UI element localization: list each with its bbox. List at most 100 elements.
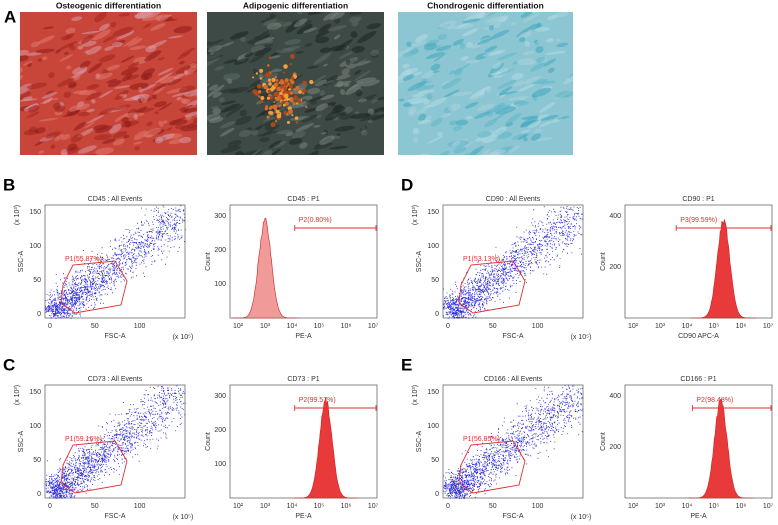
plot-title: CD166 : All Events xyxy=(484,376,543,383)
texture xyxy=(227,78,233,84)
texture xyxy=(439,20,457,29)
plot-title: CD90 : All Events xyxy=(486,196,541,203)
texture xyxy=(152,86,165,96)
histogram-shape xyxy=(691,218,756,319)
texture xyxy=(26,82,48,90)
texture xyxy=(350,113,372,119)
texture xyxy=(437,160,450,171)
texture xyxy=(518,83,536,92)
texture xyxy=(519,36,526,43)
texture xyxy=(319,135,335,145)
lipid-droplet xyxy=(271,77,276,82)
x-tick-label: 50 xyxy=(489,323,497,330)
texture xyxy=(497,79,517,90)
texture xyxy=(234,57,249,65)
texture xyxy=(269,174,287,188)
texture xyxy=(512,61,518,65)
texture xyxy=(534,42,539,46)
texture xyxy=(301,114,318,123)
texture xyxy=(133,141,143,145)
texture xyxy=(523,13,541,23)
texture xyxy=(464,102,479,109)
lipid-droplet xyxy=(273,101,276,104)
texture xyxy=(150,23,166,31)
texture xyxy=(323,80,335,85)
texture xyxy=(535,56,546,64)
y-axis-label: SSC-A xyxy=(416,430,423,452)
texture xyxy=(209,116,224,124)
lipid-droplet xyxy=(293,88,297,91)
y-tick-label: 0 xyxy=(435,491,439,498)
lipid-droplet xyxy=(268,56,272,60)
texture xyxy=(155,14,169,22)
lipid-droplet xyxy=(275,96,280,102)
texture xyxy=(307,87,321,95)
texture xyxy=(384,121,399,128)
texture xyxy=(168,35,183,39)
plot-title: CD73 : All Events xyxy=(88,376,143,383)
texture xyxy=(431,170,443,180)
texture xyxy=(106,78,117,84)
y-tick-label: 100 xyxy=(427,243,439,250)
texture xyxy=(492,62,502,70)
texture xyxy=(124,121,132,128)
texture xyxy=(157,67,174,76)
texture xyxy=(359,114,380,122)
texture xyxy=(54,134,65,142)
texture xyxy=(85,92,102,101)
texture xyxy=(158,102,173,111)
panel-label: E xyxy=(401,355,412,374)
texture xyxy=(488,25,494,31)
texture xyxy=(180,47,195,57)
texture xyxy=(79,60,91,69)
texture xyxy=(367,108,375,115)
texture xyxy=(578,84,596,97)
texture xyxy=(240,36,246,42)
gate-label: P1(56.95%) xyxy=(463,436,500,443)
texture xyxy=(370,49,380,57)
texture xyxy=(23,129,39,136)
gate-label: P1(59.16%) xyxy=(65,436,102,443)
plot-frame xyxy=(624,384,773,499)
texture xyxy=(68,105,81,112)
x-tick-label: 50 xyxy=(489,503,497,510)
texture xyxy=(175,124,187,129)
texture xyxy=(523,137,528,142)
texture xyxy=(304,107,318,113)
gate xyxy=(458,440,526,494)
texture xyxy=(37,35,55,44)
y-axis-label: SSC-A xyxy=(18,430,25,452)
x-tick-label: 0 xyxy=(48,503,52,510)
image-title: Osteogenic differentiation xyxy=(56,0,161,10)
texture xyxy=(95,147,114,155)
lipid-droplet xyxy=(297,99,302,104)
texture xyxy=(0,60,15,76)
texture xyxy=(299,142,308,149)
texture xyxy=(219,97,225,103)
y-multiplier: (x 10³) xyxy=(14,385,21,405)
texture xyxy=(112,131,128,139)
texture xyxy=(254,47,272,57)
gate xyxy=(60,260,128,314)
x-tick-label: 10⁴ xyxy=(287,323,298,330)
texture xyxy=(498,86,512,96)
texture xyxy=(183,70,189,75)
texture xyxy=(109,123,122,134)
texture xyxy=(225,104,244,117)
texture xyxy=(505,122,514,127)
micrograph xyxy=(398,12,596,180)
texture xyxy=(533,39,538,44)
texture xyxy=(110,21,117,28)
texture xyxy=(517,134,528,140)
texture xyxy=(164,18,178,22)
texture xyxy=(448,70,455,75)
texture xyxy=(207,39,224,47)
lipid-droplet xyxy=(278,104,281,107)
y-tick-label: 100 xyxy=(29,243,41,250)
texture xyxy=(315,105,333,110)
lipid-droplet xyxy=(289,91,294,95)
texture xyxy=(520,12,533,18)
texture xyxy=(98,23,110,32)
texture xyxy=(531,87,552,98)
lipid-droplet xyxy=(291,114,294,117)
